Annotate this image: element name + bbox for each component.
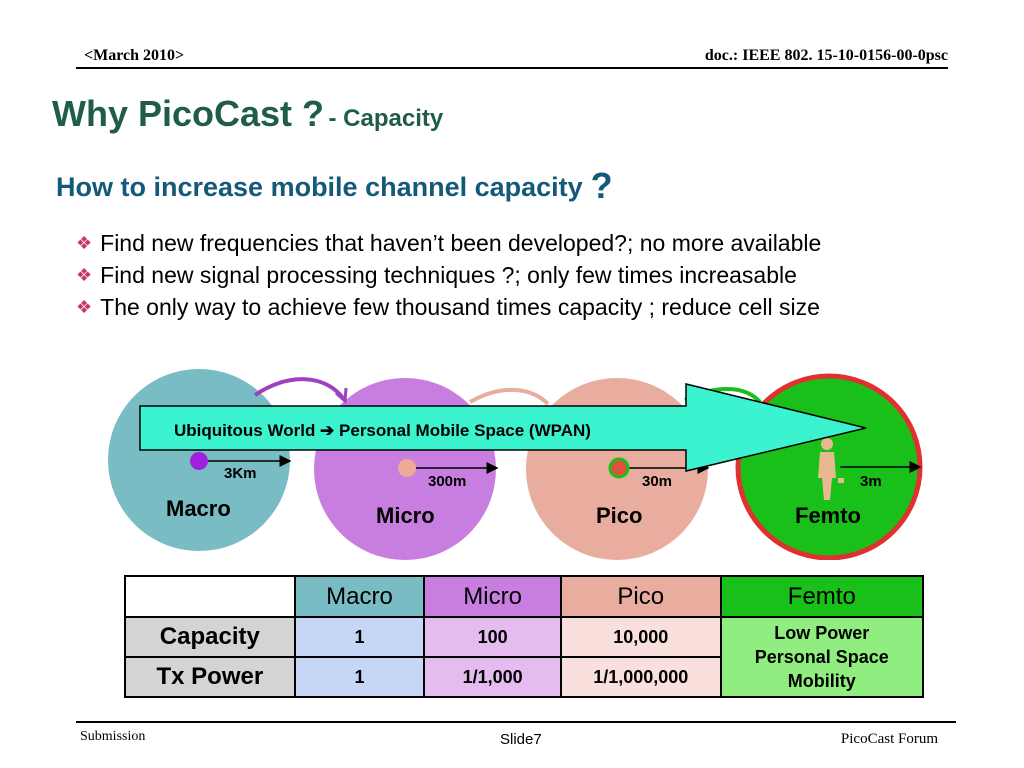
title-main: Why PicoCast ? [52,93,325,134]
slide-subtitle: How to increase mobile channel capacity? [56,165,613,207]
title-sub: - Capacity [328,105,444,132]
femto-feature-line: Personal Space [754,647,889,667]
subtitle-question-mark: ? [590,165,613,206]
table-header-row: Macro Micro Pico Femto [124,575,925,618]
table-header-cell: Pico [559,575,722,618]
table-row: Tx Power 1 1/1,000 1/1,000,000 [124,656,923,698]
diamond-bullet-icon: ❖ [76,265,93,285]
macro-cell-label: Macro [166,496,231,521]
row-label: Tx Power [124,656,296,698]
banner-text: Ubiquitous World ➔ Personal Mobile Space… [174,421,591,440]
table-cell: 10,000 [559,616,722,658]
femto-feature-line: Low Power [774,623,870,643]
footer-forum: PicoCast Forum [840,731,938,747]
diamond-bullet-icon: ❖ [76,233,93,253]
pico-center-dot [608,457,630,479]
femto-feature-line: Mobility [787,671,856,691]
header-date: <March 2010> [84,47,185,64]
table-header-cell: Macro [293,575,426,618]
header-doc-id: doc.: IEEE 802. 15-10-0156-00-0psc [704,47,948,64]
bullet-item: ❖ Find new frequencies that haven’t been … [76,230,821,257]
row-label: Capacity [124,616,296,658]
slide-number: Slide7 [500,731,542,748]
banner-arrow [139,383,867,472]
femto-cell-label: Femto [795,503,861,528]
micro-center-dot [398,459,416,477]
header-divider [76,67,948,69]
macro-radius-label: 3Km [224,465,257,482]
femto-radius-label: 3m [860,473,882,490]
table-cell: 1 [293,656,426,698]
table-cell: 100 [423,616,562,658]
person-icon [818,438,844,500]
bullet-text: Find new frequencies that haven’t been d… [100,230,822,256]
macro-to-micro-arrow [253,377,345,400]
subtitle-text: How to increase mobile channel capacity [56,172,583,202]
table-row: Capacity 1 100 10,000 Low Power Personal… [124,616,925,698]
bullet-text: Find new signal processing techniques ?;… [100,262,797,288]
table-cell: 1 [293,616,426,658]
slide-title: Why PicoCast ? - Capacity [52,93,443,135]
table-header-cell: Femto [719,575,925,618]
macro-center-dot [190,452,208,470]
bullet-text: The only way to achieve few thousand tim… [100,294,820,320]
micro-cell-label: Micro [376,503,435,528]
table-cell: 1/1,000,000 [559,656,722,698]
pico-cell-label: Pico [596,503,642,528]
micro-radius-label: 300m [428,473,466,490]
table-header-cell [124,575,296,618]
pico-radius-label: 30m [642,473,672,490]
table-cell: 1/1,000 [423,656,562,698]
comparison-table: Macro Micro Pico Femto Capacity 1 100 10… [124,575,925,698]
footer-submission: Submission [80,729,146,744]
bullet-item: ❖ The only way to achieve few thousand ti… [76,294,820,321]
diamond-bullet-icon: ❖ [76,297,93,317]
footer-divider [76,721,956,723]
cell-size-diagram: Ubiquitous World ➔ Personal Mobile Space… [108,369,923,560]
bullet-item: ❖ Find new signal processing techniques ?… [76,262,797,289]
femto-feature-cell: Low Power Personal Space Mobility [719,616,925,698]
micro-to-pico-arrow [469,387,550,406]
table-header-cell: Micro [423,575,562,618]
